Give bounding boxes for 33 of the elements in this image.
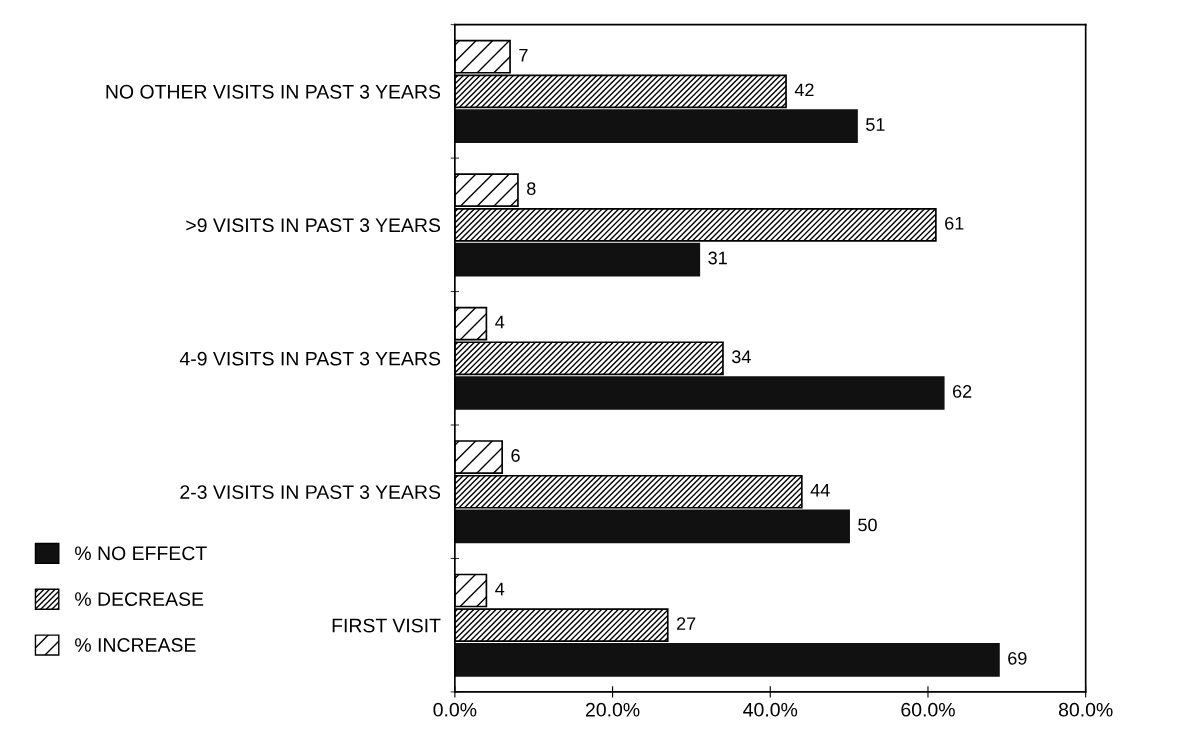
x-tick-label: 20.0%	[585, 702, 640, 717]
bar	[454, 376, 945, 410]
data-label: 50	[858, 518, 877, 532]
data-label: 61	[945, 216, 964, 230]
data-label: 51	[866, 118, 885, 131]
legend-label: % DECREASE	[75, 592, 204, 607]
data-label: 69	[1008, 651, 1027, 665]
data-label: 42	[794, 83, 814, 97]
data-label: 62	[952, 385, 972, 398]
x-tick-label: 60.0%	[901, 702, 955, 717]
data-label: 7	[519, 48, 528, 62]
x-tick-label: 40.0%	[743, 702, 798, 717]
data-label: 44	[810, 483, 830, 497]
data-label: 34	[731, 350, 751, 364]
y-tick-label: NO OTHER VISITS IN PAST 3 YEARS	[106, 84, 441, 99]
bar	[454, 242, 701, 277]
y-tick-label: 4-9 VISITS IN PAST 3 YEARS	[179, 351, 441, 366]
y-tick-label: >9 VISITS IN PAST 3 YEARS	[186, 218, 441, 233]
y-tick-label: FIRST VISIT	[332, 618, 441, 633]
x-tick-label: 80.0%	[1058, 702, 1113, 717]
data-label: 31	[708, 251, 727, 265]
data-label: 27	[677, 617, 696, 630]
bar	[454, 109, 858, 143]
x-tick-label: 0.0%	[433, 702, 477, 717]
legend-label: % NO EFFECT	[75, 546, 207, 561]
data-label: 4	[495, 315, 505, 329]
bar	[454, 509, 850, 544]
data-label: 4	[495, 582, 505, 596]
bar	[454, 643, 1000, 677]
legend-label: % INCREASE	[75, 638, 196, 652]
data-label: 8	[527, 182, 536, 195]
y-tick-label: 2-3 VISITS IN PAST 3 YEARS	[180, 485, 441, 499]
data-label: 6	[511, 449, 520, 462]
